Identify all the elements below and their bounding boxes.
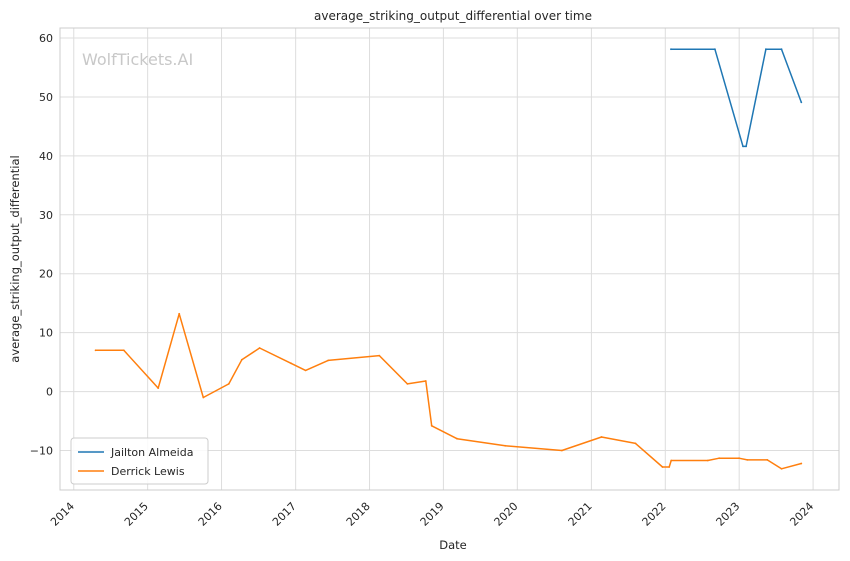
data-point-derrick-lewis <box>456 437 458 440</box>
y-tick-label: 50 <box>39 91 53 104</box>
watermark: WolfTickets.AI <box>82 50 193 69</box>
data-point-jailton-almeida <box>780 48 783 51</box>
legend: Jailton Almeida Derrick Lewis <box>70 437 209 485</box>
data-point-derrick-lewis <box>378 354 381 357</box>
data-point-derrick-lewis <box>424 380 427 382</box>
data-point-derrick-lewis <box>240 358 243 361</box>
data-point-derrick-lewis <box>157 387 160 389</box>
data-point-derrick-lewis <box>227 383 230 385</box>
data-point-jailton-almeida <box>714 48 716 51</box>
y-tick-label: 30 <box>39 209 53 222</box>
data-point-derrick-lewis <box>258 347 261 349</box>
data-point-jailton-almeida <box>742 145 744 148</box>
data-point-derrick-lewis <box>94 349 97 352</box>
data-point-derrick-lewis <box>122 349 125 352</box>
chart-title: average_striking_output_differential ove… <box>314 9 592 23</box>
y-tick-label: 60 <box>39 32 53 45</box>
data-point-derrick-lewis <box>561 449 563 452</box>
data-point-jailton-almeida <box>670 48 672 51</box>
data-point-derrick-lewis <box>766 459 769 461</box>
data-point-derrick-lewis <box>327 359 330 362</box>
legend-box <box>70 437 209 485</box>
data-point-derrick-lewis <box>304 369 307 372</box>
data-point-derrick-lewis <box>706 459 709 462</box>
series-line-derrick-lewis <box>94 313 803 470</box>
data-point-jailton-almeida <box>765 48 767 51</box>
data-point-derrick-lewis <box>668 466 671 468</box>
y-tick-label: 0 <box>46 386 53 399</box>
data-point-derrick-lewis <box>430 424 433 427</box>
data-point-jailton-almeida <box>745 145 747 148</box>
legend-label-derrick-lewis: Derrick Lewis <box>111 465 185 478</box>
data-point-derrick-lewis <box>718 457 721 460</box>
grid <box>60 28 839 490</box>
y-tick-label: 40 <box>39 150 53 163</box>
plot-area <box>59 27 840 491</box>
data-point-derrick-lewis <box>738 457 740 460</box>
legend-label-jailton-almeida: Jailton Almeida <box>110 446 193 459</box>
data-point-derrick-lewis <box>600 436 603 438</box>
y-tick-label: 10 <box>39 327 53 340</box>
data-point-jailton-almeida <box>800 101 803 104</box>
data-point-derrick-lewis <box>670 459 673 462</box>
data-point-derrick-lewis <box>406 383 409 385</box>
data-point-derrick-lewis <box>290 362 292 365</box>
data-point-derrick-lewis <box>504 444 507 447</box>
data-point-derrick-lewis <box>746 459 749 461</box>
x-axis-title: Date <box>439 538 467 552</box>
data-point-derrick-lewis <box>780 467 783 470</box>
data-point-derrick-lewis <box>661 466 664 468</box>
y-tick-label: 20 <box>39 268 53 281</box>
data-point-derrick-lewis <box>202 396 205 399</box>
data-point-derrick-lewis <box>178 312 181 315</box>
series-layer <box>94 48 803 470</box>
data-point-derrick-lewis <box>634 442 637 445</box>
y-tick-label: −10 <box>30 445 53 458</box>
data-point-derrick-lewis <box>800 462 803 465</box>
y-axis-title: average_striking_output_differential <box>8 155 22 362</box>
